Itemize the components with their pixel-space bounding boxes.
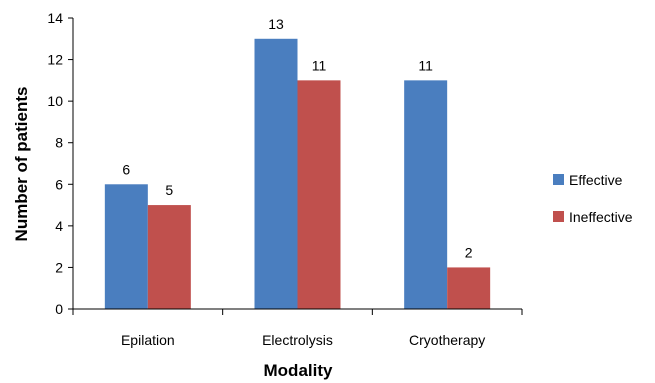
legend-swatch-ineffective — [553, 211, 564, 222]
data-label: 13 — [268, 16, 284, 32]
data-label: 11 — [312, 57, 327, 73]
legend: Effective Ineffective — [553, 172, 633, 225]
legend-swatch-effective — [553, 174, 564, 185]
y-tick-label: 2 — [55, 259, 63, 275]
x-axis: Epilation Electrolysis Cryotherapy — [72, 309, 523, 348]
data-label: 2 — [465, 244, 473, 260]
y-tick-label: 12 — [47, 52, 63, 68]
bar-ineffective-cryotherapy — [447, 267, 491, 309]
y-tick-label: 10 — [47, 93, 63, 109]
y-tick-label: 14 — [47, 10, 63, 26]
x-tick-label: Epilation — [121, 332, 175, 348]
legend-label-ineffective: Ineffective — [569, 209, 633, 225]
x-tick-label: Electrolysis — [262, 332, 333, 348]
y-axis-title: Number of patients — [12, 87, 31, 242]
bars — [104, 38, 491, 310]
y-tick-label: 0 — [55, 301, 63, 317]
bar-effective-epilation — [104, 184, 148, 309]
legend-label-effective: Effective — [569, 172, 623, 188]
y-tick-label: 6 — [55, 176, 63, 192]
y-tick-label: 4 — [55, 218, 63, 234]
bar-effective-electrolysis — [254, 38, 298, 310]
y-tick-label: 8 — [55, 135, 63, 151]
bar-effective-cryotherapy — [404, 80, 448, 309]
data-label: 6 — [122, 161, 130, 177]
bar-ineffective-electrolysis — [297, 80, 341, 309]
data-label: 5 — [165, 182, 173, 198]
x-axis-title: Modality — [264, 361, 333, 380]
x-tick-label: Cryotherapy — [409, 332, 485, 348]
y-axis: 0 2 4 6 8 10 12 14 — [47, 10, 73, 317]
data-labels: 6 5 13 11 11 2 — [122, 16, 472, 261]
bar-ineffective-epilation — [147, 205, 191, 309]
data-label: 11 — [418, 57, 433, 73]
